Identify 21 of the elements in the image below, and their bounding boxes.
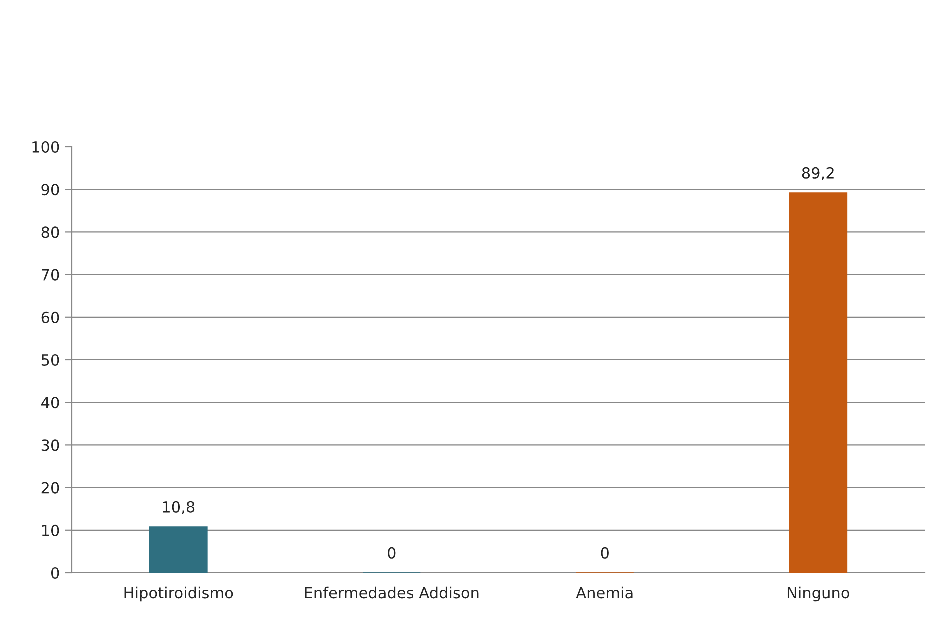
y-tick-label: 40 [42,397,60,409]
x-tick-label: Enfermedades Addison [305,586,479,599]
y-tick-label: 90 [42,184,60,196]
data-label: 10,8 [163,501,195,514]
x-tick-label: Hipotiroidismo [124,586,234,602]
y-tick-label: 0 [51,567,60,580]
y-tick-label: 70 [42,269,60,281]
bar [149,526,208,573]
y-tick-label: 80 [42,226,60,238]
x-tick-label: Ninguno [788,586,850,602]
y-tick-label: 60 [42,312,60,324]
x-tick-label: Anemia [576,586,633,599]
y-tick-label: 20 [42,482,60,494]
data-label: 0 [601,547,609,559]
data-label: 89,2 [802,167,834,180]
y-tick-label: 100 [32,141,60,154]
bar [789,192,848,573]
y-tick-label: 50 [42,354,60,366]
y-tick-label: 10 [42,524,60,536]
y-tick-label: 30 [42,440,60,452]
data-label: 0 [388,547,396,559]
